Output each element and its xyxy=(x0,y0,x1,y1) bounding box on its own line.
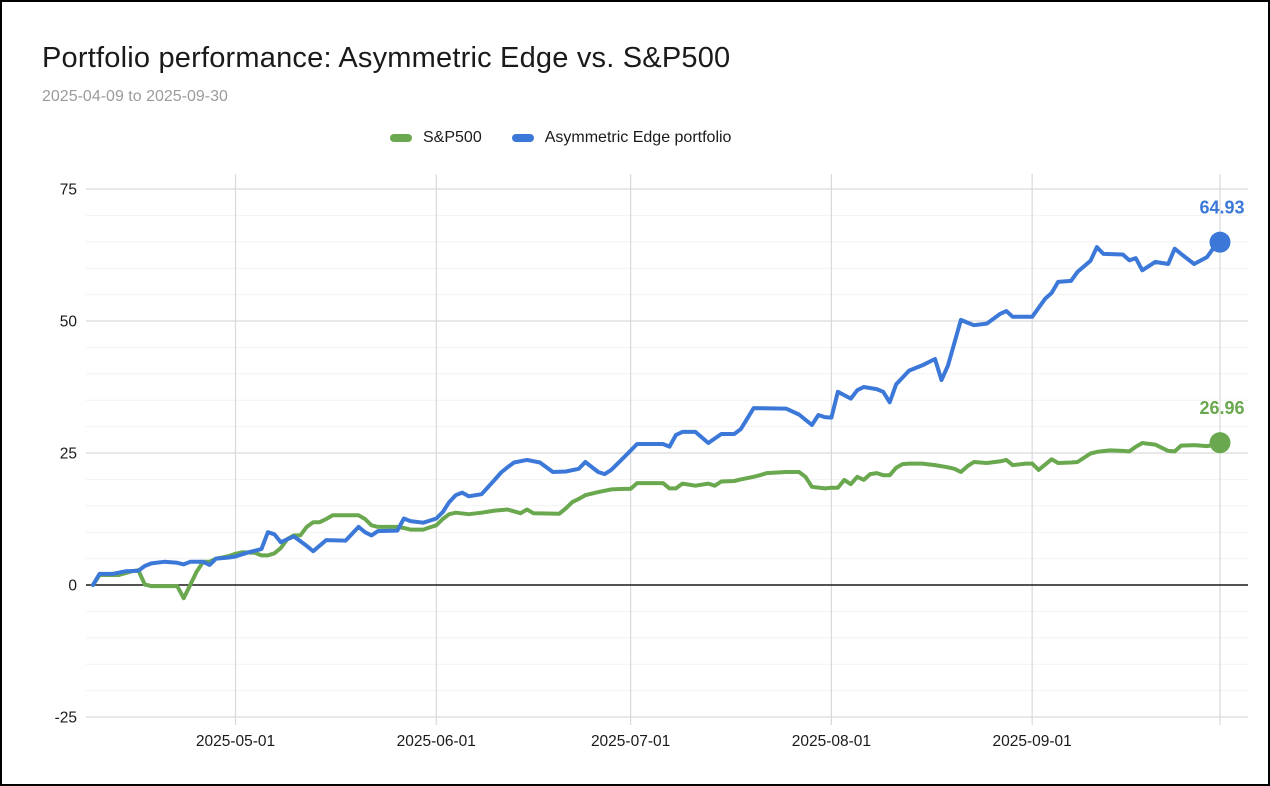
x-tick-label: 2025-09-01 xyxy=(993,733,1072,750)
chart-date-range: 2025-04-09 to 2025-09-30 xyxy=(42,88,228,105)
legend-swatch-asymmetric-edge-icon xyxy=(511,134,534,142)
x-tick-label: 2025-07-01 xyxy=(591,733,670,750)
x-tick-label: 2025-06-01 xyxy=(397,733,476,750)
chart-legend: S&P500 Asymmetric Edge portfolio xyxy=(390,129,731,147)
x-tick-label: 2025-08-01 xyxy=(792,733,871,750)
legend-swatch-sp500-icon xyxy=(390,134,412,142)
chart-title: Portfolio performance: Asymmetric Edge v… xyxy=(42,42,731,74)
y-tick-label: 25 xyxy=(60,446,77,463)
series-end-dot-asymmetric-edge xyxy=(1209,231,1231,253)
series-end-label-sp500: 26.96 xyxy=(1199,398,1244,418)
legend-label-asymmetric-edge: Asymmetric Edge portfolio xyxy=(544,129,732,146)
series-end-label-asymmetric-edge: 64.93 xyxy=(1199,198,1244,218)
legend-label-sp500: S&P500 xyxy=(423,129,482,146)
y-tick-label: 50 xyxy=(60,314,78,331)
y-tick-label: 0 xyxy=(68,578,77,595)
legend-item-asymmetric-edge: Asymmetric Edge portfolio xyxy=(511,129,732,147)
series-end-dot-sp500 xyxy=(1209,432,1231,454)
x-tick-label: 2025-05-01 xyxy=(196,733,275,750)
y-tick-label: 75 xyxy=(60,182,77,199)
series-line-asymmetric-edge xyxy=(91,240,1222,587)
series-line-sp500 xyxy=(91,440,1222,601)
legend-item-sp500: S&P500 xyxy=(390,129,482,147)
y-tick-label: -25 xyxy=(55,710,77,727)
